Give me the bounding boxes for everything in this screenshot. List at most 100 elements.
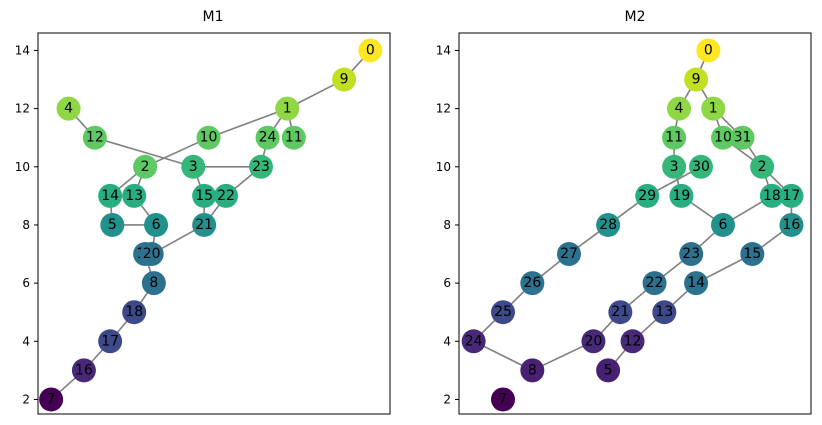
- y-tick-label-8: 8: [22, 218, 30, 232]
- node-22: [642, 271, 667, 296]
- node-9: [332, 67, 357, 92]
- node-24: [255, 125, 280, 150]
- node-label-14: 14: [687, 275, 705, 291]
- node-label-24: 24: [259, 130, 277, 146]
- node-label-26: 26: [523, 275, 541, 291]
- node-11: [281, 125, 306, 150]
- node-label-31: 31: [734, 130, 752, 146]
- node-30: [689, 154, 713, 179]
- node-label-19: 19: [673, 188, 691, 204]
- node-21: [608, 300, 633, 325]
- node-label-0: 0: [704, 42, 713, 58]
- node-20: [139, 242, 164, 267]
- edge-1-10: [208, 107, 288, 139]
- node-label-17: 17: [101, 333, 119, 349]
- node-31: [730, 125, 755, 150]
- node-label-11: 11: [285, 130, 303, 146]
- node-3: [181, 154, 206, 179]
- node-label-14: 14: [101, 188, 119, 204]
- node-18: [759, 183, 784, 208]
- node-label-2: 2: [758, 159, 767, 175]
- node-label-20: 20: [585, 333, 603, 349]
- node-label-7: 7: [499, 391, 508, 407]
- node-7: [39, 387, 64, 412]
- node-5: [596, 358, 621, 383]
- node-2: [133, 154, 158, 179]
- node-1: [275, 96, 300, 121]
- node-label-4: 4: [64, 101, 73, 117]
- node-label-29: 29: [638, 188, 656, 204]
- node-10: [196, 125, 221, 150]
- y-tick-label-6: 6: [443, 276, 451, 290]
- y-tick-label-12: 12: [15, 102, 30, 116]
- node-label-12: 12: [624, 333, 642, 349]
- node-28: [596, 212, 621, 237]
- node-label-3: 3: [670, 159, 679, 175]
- node-label-1: 1: [709, 101, 718, 117]
- node-label-2: 2: [141, 159, 150, 175]
- node-26: [520, 271, 545, 296]
- node-16: [779, 212, 804, 237]
- node-label-10: 10: [714, 130, 732, 146]
- node-label-1: 1: [283, 101, 292, 117]
- y-tick-label-14: 14: [436, 43, 451, 57]
- node-13: [122, 183, 147, 208]
- node-label-27: 27: [560, 246, 578, 262]
- node-15: [192, 183, 217, 208]
- node-14: [684, 271, 709, 296]
- y-tick-label-6: 6: [22, 276, 30, 290]
- node-22: [214, 183, 239, 208]
- node-14: [98, 183, 123, 208]
- node-label-28: 28: [599, 217, 617, 233]
- node-5: [100, 212, 125, 237]
- node-label-8: 8: [149, 275, 158, 291]
- node-9: [684, 67, 709, 92]
- node-label-5: 5: [604, 362, 613, 378]
- node-25: [491, 300, 515, 325]
- node-23: [679, 242, 704, 267]
- y-tick-label-12: 12: [436, 102, 451, 116]
- node-label-13: 13: [125, 188, 143, 204]
- node-4: [667, 96, 691, 121]
- node-6: [144, 212, 169, 237]
- node-label-11: 11: [665, 130, 683, 146]
- node-label-23: 23: [682, 246, 700, 262]
- node-label-20: 20: [143, 246, 161, 262]
- node-label-7: 7: [47, 391, 56, 407]
- axes-frame: [37, 32, 391, 415]
- panel-m1: 0123456789101112131415161718192021222324…: [15, 9, 391, 415]
- node-0: [358, 38, 383, 63]
- node-20: [581, 329, 606, 354]
- node-12: [620, 329, 645, 354]
- node-27: [557, 242, 581, 267]
- node-8: [520, 358, 545, 383]
- node-label-15: 15: [195, 188, 213, 204]
- y-tick-label-4: 4: [443, 334, 451, 348]
- node-7: [491, 387, 515, 412]
- node-18: [122, 300, 147, 325]
- node-label-6: 6: [719, 217, 728, 233]
- node-label-6: 6: [152, 217, 161, 233]
- y-tick-label-10: 10: [436, 160, 451, 174]
- y-tick-label-2: 2: [22, 392, 30, 406]
- node-label-9: 9: [340, 72, 349, 88]
- node-11: [662, 125, 687, 150]
- node-label-5: 5: [108, 217, 117, 233]
- axes-frame: [458, 32, 812, 415]
- y-tick-label-8: 8: [443, 218, 451, 232]
- node-17: [779, 183, 804, 208]
- node-label-21: 21: [195, 217, 213, 233]
- panel-title-m1: M1: [203, 9, 224, 25]
- y-tick-label-2: 2: [443, 392, 451, 406]
- node-label-4: 4: [675, 101, 684, 117]
- node-4: [56, 96, 81, 121]
- edges-m2: [473, 50, 793, 372]
- y-tick-label-14: 14: [15, 43, 30, 57]
- node-0: [696, 38, 721, 63]
- node-label-18: 18: [763, 188, 781, 204]
- y-tick-label-10: 10: [15, 160, 30, 174]
- node-10: [711, 125, 735, 150]
- node-17: [98, 329, 123, 354]
